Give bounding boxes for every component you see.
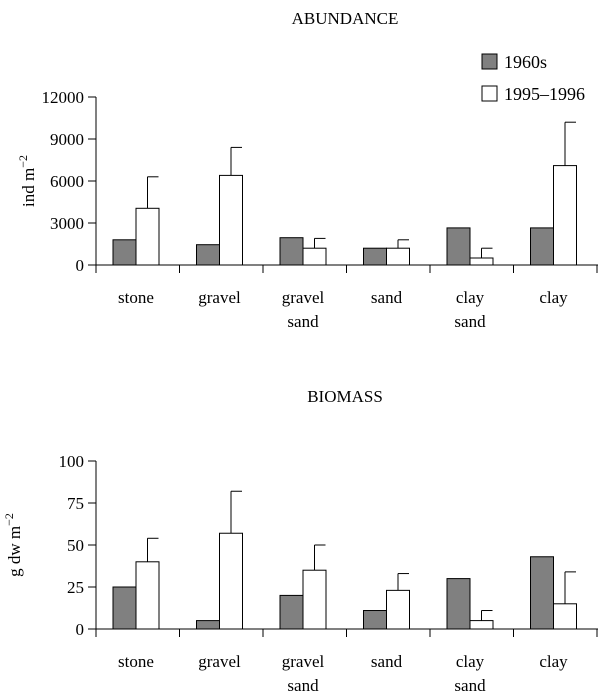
abundance-bar-sand-1960s: [363, 247, 387, 266]
biomass-y-axis-label: g dw m−2: [2, 513, 24, 577]
biomass-y-tick-label: 75: [67, 494, 84, 513]
abundance-bar-gravel-sand-1995-1996: [302, 247, 327, 266]
abundance-category-label-clay-sand: sand: [454, 312, 486, 331]
abundance-category-label-gravel: gravel: [198, 288, 241, 307]
biomass-bar-gravel-1995-1996: [219, 532, 243, 630]
biomass-chart: 0 25 50 75 100 g dw m−2 stone gravel gravel sand s…: [2, 452, 598, 695]
abundance-bar-gravel-sand-1960s: [279, 237, 304, 266]
legend-label-1995-1996: 1995–1996: [504, 84, 585, 104]
biomass-bar-stone-1960s: [112, 586, 137, 630]
abundance-category-label-sand: sand: [371, 288, 403, 307]
legend-swatch-1960s: [481, 53, 498, 70]
biomass-bar-gravel-1960s: [196, 620, 220, 630]
abundance-y-tick-label: 9000: [50, 130, 84, 149]
abundance-y-axis-label: ind m−2: [16, 155, 38, 207]
biomass-category-label-clay-sand: sand: [454, 676, 486, 695]
biomass-category-label-stone: stone: [118, 652, 154, 671]
biomass-category-label-clay-sand: clay: [456, 652, 485, 671]
abundance-title: ABUNDANCE: [292, 9, 399, 28]
abundance-bar-gravel-1995-1996: [219, 174, 243, 266]
biomass-bar-clay-sand-1960s: [446, 578, 471, 630]
biomass-y-tick-label: 50: [67, 536, 84, 555]
biomass-bar-sand-1995-1996: [386, 589, 410, 630]
biomass-bar-sand-1960s: [363, 610, 387, 630]
biomass-bar-clay-1960s: [530, 556, 554, 630]
abundance-category-label-stone: stone: [118, 288, 154, 307]
abundance-category-label-clay-sand: clay: [456, 288, 485, 307]
biomass-bar-clay-sand-1995-1996: [469, 620, 494, 630]
abundance-category-label-gravel-sand: sand: [287, 312, 319, 331]
abundance-bar-stone-1960s: [112, 239, 137, 266]
abundance-bar-clay-sand-1995-1996: [469, 257, 494, 266]
legend: 1960s 1995–1996: [481, 52, 585, 104]
biomass-title: BIOMASS: [307, 387, 383, 406]
abundance-bar-gravel-1960s: [196, 244, 220, 266]
abundance-bar-clay-sand-1960s: [446, 227, 471, 266]
abundance-y-tick-label: 0: [76, 256, 85, 275]
abundance-y-tick-label: 12000: [42, 88, 85, 107]
abundance-bar-stone-1995-1996: [135, 207, 160, 266]
biomass-category-label-sand: sand: [371, 652, 403, 671]
abundance-y-tick-label: 3000: [50, 214, 84, 233]
biomass-category-label-gravel-sand: sand: [287, 676, 319, 695]
legend-swatch-1995-1996: [481, 85, 498, 102]
abundance-category-label-gravel-sand: gravel: [282, 288, 325, 307]
abundance-bar-sand-1995-1996: [386, 247, 410, 266]
biomass-category-label-gravel-sand: gravel: [282, 652, 325, 671]
abundance-bar-clay-1995-1996: [553, 165, 577, 266]
biomass-bar-stone-1995-1996: [135, 561, 160, 630]
biomass-category-label-gravel: gravel: [198, 652, 241, 671]
biomass-y-tick-label: 0: [76, 620, 85, 639]
abundance-category-label-clay: clay: [539, 288, 568, 307]
biomass-y-tick-label: 100: [59, 452, 85, 471]
biomass-category-label-clay: clay: [539, 652, 568, 671]
biomass-bar-gravel-sand-1960s: [279, 594, 304, 630]
abundance-bar-clay-1960s: [530, 227, 554, 266]
biomass-y-tick-label: 25: [67, 578, 84, 597]
legend-label-1960s: 1960s: [504, 52, 547, 72]
biomass-bar-gravel-sand-1995-1996: [302, 569, 327, 630]
abundance-y-tick-label: 6000: [50, 172, 84, 191]
biomass-bar-clay-1995-1996: [553, 603, 577, 630]
abundance-chart: 0 3000 6000 9000 12000 ind m−2 stone gravel grav…: [16, 88, 598, 331]
